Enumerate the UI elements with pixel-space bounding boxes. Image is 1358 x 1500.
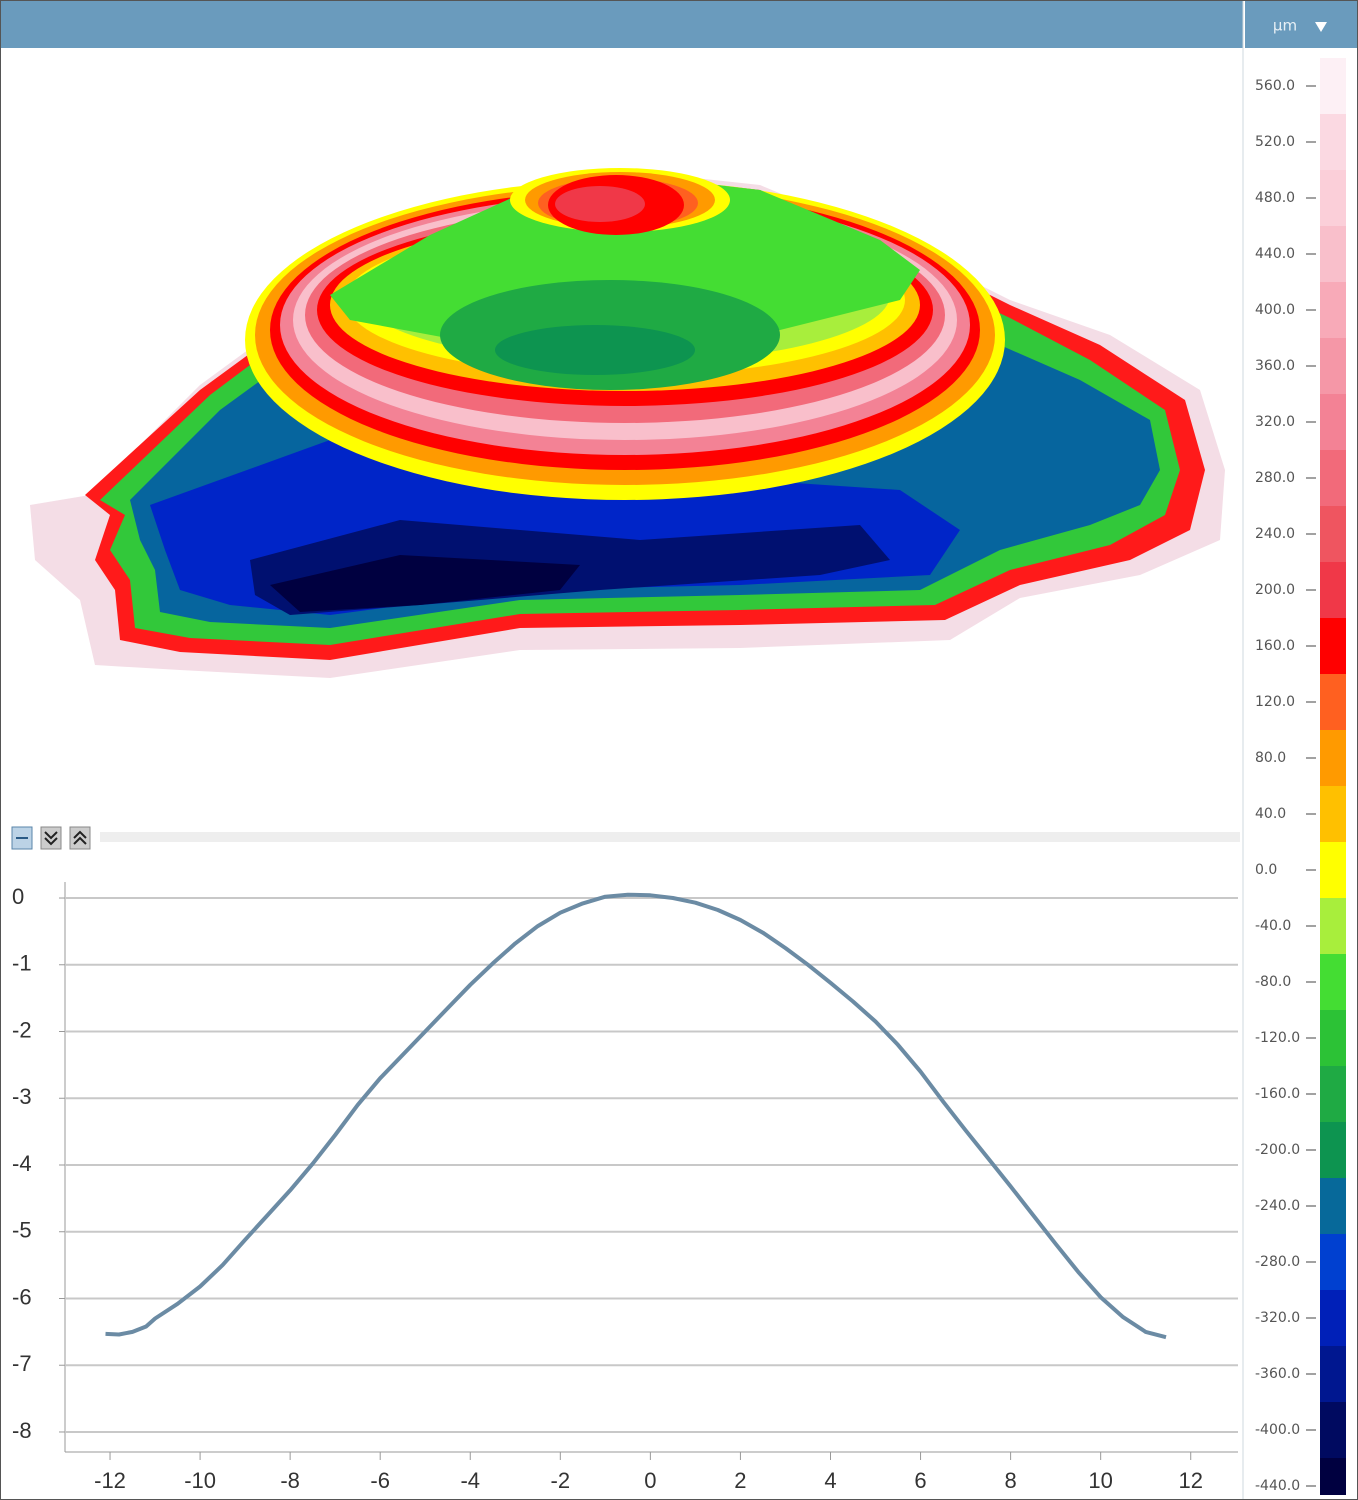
y-tick-label: -7 xyxy=(12,1351,32,1376)
color-band xyxy=(1320,1178,1346,1234)
color-band xyxy=(1320,226,1346,282)
up-icon xyxy=(73,830,87,845)
x-tick-label: -10 xyxy=(184,1468,216,1493)
y-tick-label: -8 xyxy=(12,1418,32,1443)
color-band xyxy=(1320,394,1346,450)
y-tick-label: -6 xyxy=(12,1284,32,1309)
colorbar-label: 400.0 xyxy=(1255,302,1295,318)
color-band xyxy=(1320,1290,1346,1346)
colorbar-label: -320.0 xyxy=(1255,1310,1300,1326)
colorbar-label: 120.0 xyxy=(1255,694,1295,710)
y-tick-label: -4 xyxy=(12,1151,32,1176)
colorbar-label: 80.0 xyxy=(1255,750,1286,766)
colorbar-label: -360.0 xyxy=(1255,1366,1300,1382)
x-tick-label: 8 xyxy=(1004,1468,1016,1493)
colorbar-label: 320.0 xyxy=(1255,414,1295,430)
colorbar-label: -400.0 xyxy=(1255,1422,1300,1438)
x-tick-label: -4 xyxy=(460,1468,480,1493)
color-band xyxy=(1320,562,1346,618)
color-band xyxy=(1320,1010,1346,1066)
color-band xyxy=(1320,786,1346,842)
x-tick-label: 12 xyxy=(1178,1468,1202,1493)
unit-label[interactable]: µm xyxy=(1273,17,1297,35)
color-band xyxy=(1320,1458,1346,1495)
colorbar-label: -80.0 xyxy=(1255,974,1291,990)
x-tick-label: 4 xyxy=(824,1468,836,1493)
colorbar-label: 200.0 xyxy=(1255,582,1295,598)
x-tick-label: -6 xyxy=(370,1468,390,1493)
color-band xyxy=(1320,114,1346,170)
x-tick-label: -8 xyxy=(280,1468,300,1493)
splitter[interactable] xyxy=(100,832,1240,842)
dropdown-arrow[interactable] xyxy=(1315,22,1327,32)
x-tick-label: 0 xyxy=(644,1468,656,1493)
color-band xyxy=(1320,170,1346,226)
colorbar-label: -40.0 xyxy=(1255,918,1291,934)
colorbar-label: 360.0 xyxy=(1255,358,1295,374)
surface-map xyxy=(30,168,1225,678)
colorbar-label: 560.0 xyxy=(1255,78,1295,94)
colorbar-label: -280.0 xyxy=(1255,1254,1300,1270)
y-tick-label: -3 xyxy=(12,1084,32,1109)
color-band xyxy=(1320,282,1346,338)
header-bar xyxy=(0,0,1358,48)
color-band xyxy=(1320,1122,1346,1178)
colorbar-label: 280.0 xyxy=(1255,470,1295,486)
colorbar-label: 480.0 xyxy=(1255,190,1295,206)
colorbar-label: -440.0 xyxy=(1255,1478,1300,1494)
color-band xyxy=(1320,618,1346,674)
x-tick-label: -2 xyxy=(551,1468,571,1493)
color-band xyxy=(1320,338,1346,394)
unit-selector[interactable] xyxy=(1245,0,1358,48)
colorbar-label: 40.0 xyxy=(1255,806,1286,822)
colorbar-label: 240.0 xyxy=(1255,526,1295,542)
color-band xyxy=(1320,1066,1346,1122)
x-tick-label: 10 xyxy=(1088,1468,1112,1493)
color-band xyxy=(1320,506,1346,562)
color-band xyxy=(1320,1346,1346,1402)
color-band xyxy=(1320,1234,1346,1290)
y-tick-label: -5 xyxy=(12,1218,32,1243)
color-band xyxy=(1320,954,1346,1010)
y-tick-label: 0 xyxy=(12,884,24,909)
colorbar-label: 440.0 xyxy=(1255,246,1295,262)
down-icon xyxy=(44,831,58,846)
color-band xyxy=(1320,730,1346,786)
colorbar-label: 160.0 xyxy=(1255,638,1295,654)
color-band xyxy=(1320,450,1346,506)
colorbar-label: 520.0 xyxy=(1255,134,1295,150)
colorbar-label: -160.0 xyxy=(1255,1086,1300,1102)
x-tick-label: 6 xyxy=(914,1468,926,1493)
color-band xyxy=(1320,898,1346,954)
color-band xyxy=(1320,842,1346,898)
colorbar-label: -200.0 xyxy=(1255,1142,1300,1158)
color-band xyxy=(1320,1402,1346,1458)
colorbar-label: -240.0 xyxy=(1255,1198,1300,1214)
y-tick-label: -2 xyxy=(12,1017,32,1042)
profile-line xyxy=(105,892,1167,1340)
color-band xyxy=(1320,58,1346,114)
colorbar-label: 0.0 xyxy=(1255,862,1277,878)
x-tick-label: -12 xyxy=(94,1468,126,1493)
x-tick-label: 2 xyxy=(734,1468,746,1493)
y-tick-label: -1 xyxy=(12,951,32,976)
colorbar-label: -120.0 xyxy=(1255,1030,1300,1046)
color-band xyxy=(1320,674,1346,730)
